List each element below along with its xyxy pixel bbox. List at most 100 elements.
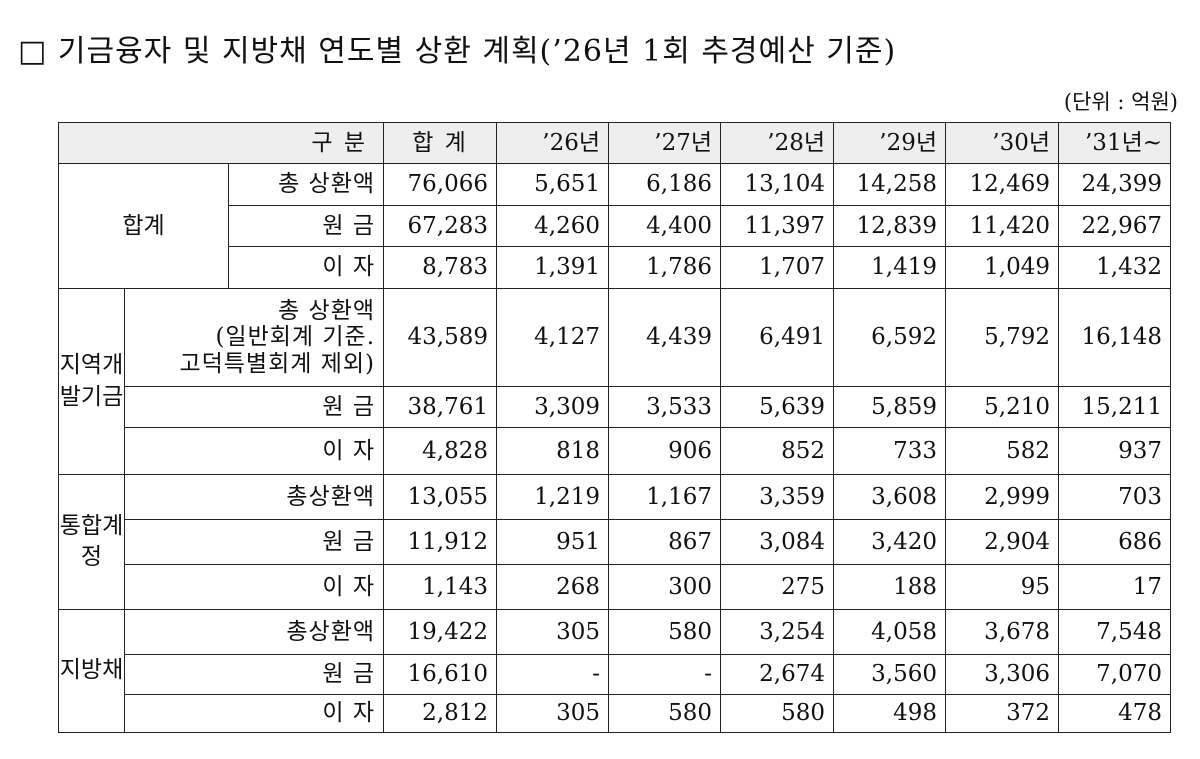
row-label: 이 자 (123, 564, 385, 610)
value-cell: 1,219 (496, 474, 610, 520)
value-cell: 2,999 (945, 474, 1060, 520)
value-cell: 1,391 (496, 246, 610, 289)
row-label: 원 금 (227, 205, 385, 247)
value-cell: 2,812 (383, 694, 498, 733)
row-label: 원 금 (123, 519, 385, 565)
group-label: 지역개발기금 (58, 288, 125, 475)
title: □ 기금융자 및 지방채 연도별 상환 계획(’26년 1회 추경예산 기준) (18, 34, 897, 69)
data-row: 통합계정 총상환액 13,055 1,219 1,167 3,359 3,608 2,999 7… (58, 474, 1172, 610)
value-cell: 11,420 (945, 205, 1060, 247)
value-cell: 1,786 (608, 246, 722, 289)
value-cell: 3,533 (608, 386, 722, 428)
value-cell: 580 (720, 694, 835, 733)
header-cell: ’31년~ (1058, 122, 1172, 164)
value-cell: 305 (496, 694, 610, 733)
row-label: 총상환액 (123, 609, 385, 655)
value-cell: - (608, 654, 722, 695)
unit-note: (단위 : 억원) (1063, 90, 1178, 114)
value-cell: 12,469 (945, 163, 1060, 206)
header-cell: ’28년 (720, 122, 835, 164)
data-row: 지역개발기금 총 상환액 (일반회계 기준. 고덕특별회계 제외) 43,589 4,… (58, 288, 1172, 475)
group-label: 통합계정 (58, 474, 125, 610)
value-cell: 16,148 (1058, 288, 1172, 387)
value-cell: 3,309 (496, 386, 610, 428)
value-cell: 275 (720, 564, 835, 610)
data-row: 합계 총 상환액 76,066 5,651 6,186 13,104 14,258 12,46… (58, 163, 1172, 289)
data-row: 원 금 16,610- -2,674 3,560 3,306 7,070 (59, 654, 1172, 695)
row-label: 이 자 (123, 427, 385, 475)
value-cell: 11,397 (720, 205, 835, 247)
value-cell: 937 (1058, 427, 1172, 475)
data-row: 이 자 1,143 268 300 275 188 95 17 (59, 564, 1172, 610)
value-cell: 1,432 (1058, 246, 1172, 289)
value-cell: 3,560 (833, 654, 947, 695)
row-label: 이 자 (123, 694, 385, 733)
row-label: 총 상환액 (227, 163, 385, 206)
value-cell: 1,419 (833, 246, 947, 289)
value-cell: 188 (833, 564, 947, 610)
value-cell: 1,049 (945, 246, 1060, 289)
data-row: 이 자 8,783 1,391 1,786 1,707 1,419 1,049 1,432 (59, 246, 1172, 289)
value-cell: 1,707 (720, 246, 835, 289)
value-cell: 67,283 (383, 205, 498, 247)
value-cell: 580 (608, 694, 722, 733)
value-cell: 3,608 (833, 474, 947, 520)
value-cell: 372 (945, 694, 1060, 733)
header-cell: 합 계 (383, 122, 498, 164)
value-cell: 95 (945, 564, 1060, 610)
value-cell: 5,210 (945, 386, 1060, 428)
value-cell: 76,066 (383, 163, 498, 206)
value-cell: 3,254 (720, 609, 835, 655)
value-cell: 2,904 (945, 519, 1060, 565)
value-cell: 4,260 (496, 205, 610, 247)
value-cell: 22,967 (1058, 205, 1172, 247)
value-cell: 818 (496, 427, 610, 475)
value-cell: 7,548 (1058, 609, 1172, 655)
value-cell: 300 (608, 564, 722, 610)
value-cell: 686 (1058, 519, 1172, 565)
value-cell: 4,828 (383, 427, 498, 475)
value-cell: 5,651 (496, 163, 610, 206)
value-cell: 6,186 (608, 163, 722, 206)
value-cell: 7,070 (1058, 654, 1172, 695)
value-cell: 5,859 (833, 386, 947, 428)
value-cell: 24,399 (1058, 163, 1172, 206)
header-cell: ’27년 (608, 122, 722, 164)
value-cell: 3,306 (945, 654, 1060, 695)
header-cell: 구 분 (57, 122, 385, 164)
data-row: 이 자 4,828 818 906 852 733 582 937 (59, 427, 1172, 475)
value-cell: 852 (720, 427, 835, 475)
value-cell: 5,639 (720, 386, 835, 428)
header-cell: ’29년 (833, 122, 947, 164)
row-label: 원 금 (123, 654, 385, 695)
header-cell: ’26년 (496, 122, 610, 164)
value-cell: 6,491 (720, 288, 835, 387)
value-cell: 4,400 (608, 205, 722, 247)
value-cell: 19,422 (383, 609, 498, 655)
data-row: 이 자 2,812 305 580 580 498 372 478 (59, 694, 1172, 733)
value-cell: 15,211 (1058, 386, 1172, 428)
value-cell: 43,589 (383, 288, 498, 387)
data-row: 원 금 67,283 4,260 4,400 11,397 12,839 11,420 22,… (59, 205, 1172, 247)
value-cell: 5,792 (945, 288, 1060, 387)
value-cell: 305 (496, 609, 610, 655)
value-cell: 4,127 (496, 288, 610, 387)
value-cell: 17 (1058, 564, 1172, 610)
value-cell: 6,592 (833, 288, 947, 387)
value-cell: 4,439 (608, 288, 722, 387)
value-cell: 1,167 (608, 474, 722, 520)
header-cell: ’30년 (945, 122, 1060, 164)
value-cell: 478 (1058, 694, 1172, 733)
value-cell: 3,084 (720, 519, 835, 565)
value-cell: 12,839 (833, 205, 947, 247)
value-cell: 38,761 (383, 386, 498, 428)
value-cell: 3,420 (833, 519, 947, 565)
data-row: 원 금 38,761 3,309 3,533 5,639 5,859 5,210 15,211 (59, 386, 1172, 428)
value-cell: - (496, 654, 610, 695)
value-cell: 1,143 (383, 564, 498, 610)
value-cell: 13,055 (383, 474, 498, 520)
value-cell: 582 (945, 427, 1060, 475)
